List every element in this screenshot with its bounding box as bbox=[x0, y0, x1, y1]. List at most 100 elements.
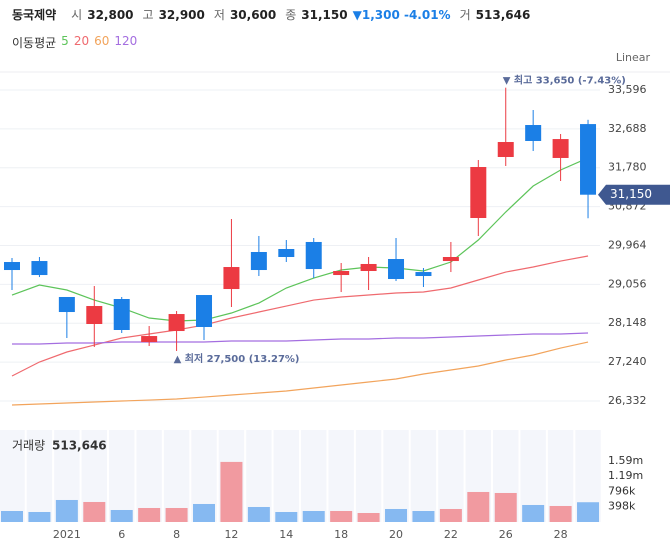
volume-bar bbox=[522, 504, 545, 522]
volume-bar bbox=[357, 512, 380, 522]
volume-column bbox=[410, 430, 437, 522]
volume-bar bbox=[165, 507, 188, 522]
volume-column bbox=[163, 430, 190, 522]
candle-body bbox=[4, 262, 20, 271]
x-tick-label: 28 bbox=[554, 528, 568, 541]
ma-line bbox=[12, 332, 589, 345]
candle-body bbox=[333, 271, 350, 276]
candle-body bbox=[58, 296, 75, 313]
candle-body bbox=[223, 267, 240, 290]
y-tick-label: 28,148 bbox=[608, 316, 647, 329]
volume-bar bbox=[247, 506, 270, 522]
volume-bar bbox=[220, 461, 243, 522]
volume-value: 513,646 bbox=[52, 439, 107, 453]
ma-legend: 이동평균 5 20 60 120 bbox=[12, 34, 137, 51]
x-tick-label: 26 bbox=[499, 528, 513, 541]
header-value: 32,800 bbox=[87, 8, 134, 22]
header-label: 저 bbox=[213, 8, 225, 22]
y-tick-label: 26,332 bbox=[608, 394, 647, 407]
x-tick-label: 2021 bbox=[53, 528, 81, 541]
volume-column bbox=[301, 430, 327, 522]
volume-column bbox=[355, 430, 382, 522]
volume-bar bbox=[28, 511, 51, 522]
y-tick-label: 29,964 bbox=[608, 238, 647, 251]
ma-title: 이동평균 bbox=[12, 36, 57, 50]
y-tick-label: 32,688 bbox=[608, 122, 647, 135]
volume-column bbox=[26, 430, 53, 522]
header-label: 거 bbox=[459, 8, 471, 22]
header-value: 31,150 bbox=[301, 8, 348, 22]
y-tick-label: 29,056 bbox=[608, 277, 647, 290]
volume-bar bbox=[1, 510, 23, 522]
candle-body bbox=[388, 259, 405, 280]
x-tick-label: 6 bbox=[118, 528, 125, 541]
volume-bar bbox=[439, 508, 462, 522]
volume-bar bbox=[302, 510, 325, 522]
scale-label[interactable]: Linear bbox=[616, 51, 651, 64]
price-tag bbox=[598, 184, 670, 205]
candle-body bbox=[31, 261, 48, 276]
header-value: 30,600 bbox=[229, 8, 277, 22]
volume-column bbox=[246, 430, 272, 522]
candle-body bbox=[141, 336, 158, 343]
x-tick-label: 12 bbox=[224, 528, 238, 541]
volume-column bbox=[109, 430, 135, 522]
ma-line bbox=[11, 341, 589, 406]
y-tick-label: 27,240 bbox=[608, 355, 647, 368]
min-annotation: ▲ 최저 27,500 (13.27%) bbox=[174, 352, 300, 365]
candle-body bbox=[497, 142, 514, 157]
volume-bar bbox=[412, 510, 435, 522]
header: 동국제약 시 32,800 고 32,900 저 30,600 종 31,150 ▼1,300 … bbox=[12, 6, 530, 23]
x-tick-label: 20 bbox=[389, 528, 403, 541]
volume-column bbox=[0, 430, 25, 522]
header-value: 513,646 bbox=[475, 8, 531, 22]
volume-column bbox=[383, 430, 409, 522]
volume-bar bbox=[467, 491, 490, 522]
y-tick-label: 31,780 bbox=[608, 161, 647, 174]
volume-column bbox=[438, 430, 464, 522]
volume-bar bbox=[275, 511, 298, 522]
volume-bar bbox=[330, 510, 353, 522]
volume-column bbox=[136, 430, 162, 522]
header-label: 종 bbox=[285, 8, 297, 22]
volume-bar bbox=[193, 503, 216, 522]
candle-body bbox=[442, 257, 459, 262]
volume-tick-label: 1.19m bbox=[608, 469, 643, 482]
volume-bar bbox=[577, 502, 600, 522]
volume-bar bbox=[110, 509, 133, 522]
ma-line bbox=[11, 157, 589, 322]
header-label: 시 bbox=[71, 8, 83, 22]
volume-tick-label: 796k bbox=[608, 484, 636, 497]
ma-legend-item: 5 bbox=[61, 34, 69, 48]
candle-body bbox=[415, 272, 432, 277]
ma-legend-item: 120 bbox=[114, 34, 138, 48]
candle-body bbox=[580, 124, 597, 195]
volume-title: 거래량 bbox=[12, 439, 45, 453]
volume-column bbox=[273, 430, 300, 522]
x-tick-label: 22 bbox=[444, 528, 458, 541]
header-value: 32,900 bbox=[158, 8, 205, 22]
candle-body bbox=[113, 299, 130, 330]
volume-bar bbox=[549, 505, 572, 522]
candle-body bbox=[250, 251, 267, 271]
header-label: 고 bbox=[142, 8, 154, 22]
ma-legend-item: 60 bbox=[94, 34, 110, 48]
volume-bar bbox=[83, 501, 106, 522]
volume-bar bbox=[385, 508, 408, 522]
header-change: ▼1,300 -4.01% bbox=[352, 8, 451, 22]
volume-bar bbox=[55, 499, 78, 522]
candle-body bbox=[470, 167, 487, 219]
candle-body bbox=[278, 248, 295, 258]
volume-bar bbox=[494, 492, 517, 522]
candle-body bbox=[552, 139, 569, 158]
candle-body bbox=[168, 314, 185, 332]
ma-line bbox=[11, 255, 589, 377]
volume-tick-label: 398k bbox=[608, 500, 636, 513]
x-tick-label: 14 bbox=[279, 528, 293, 541]
candle-body bbox=[525, 125, 542, 141]
price-tag-label: 31,150 bbox=[610, 187, 652, 201]
candle-body bbox=[360, 263, 377, 272]
stock-name: 동국제약 bbox=[12, 8, 57, 22]
